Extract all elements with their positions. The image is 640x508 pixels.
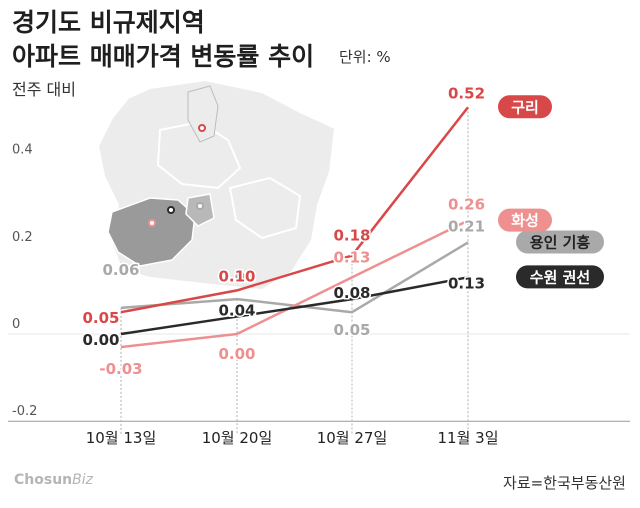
map-guri: [187, 85, 219, 143]
location-marker: [148, 219, 156, 227]
series-line-구리: [120, 106, 469, 314]
change-basis-label: 전주 대비: [12, 80, 76, 99]
location-marker: [167, 206, 175, 214]
legend-tag-label: 수원 권선: [530, 268, 590, 286]
brand-main: Chosun: [14, 472, 73, 488]
data-label: 0.18: [333, 227, 370, 245]
source-note: 자료=한국부동산원: [503, 474, 626, 492]
legend-tag-구리: [498, 95, 552, 119]
legend-tag-화성: [498, 208, 552, 232]
location-marker: [198, 124, 206, 132]
series-line-화성: [120, 219, 469, 349]
y-tick-label: 0.4: [12, 143, 33, 158]
chart-axes: -0.2 0 0.2 0.4 10월 13일 10월 20일 10월 27일 11월 3일: [8, 107, 630, 447]
title-line-2: 아파트 매매가격 변동률 추이: [12, 42, 315, 71]
legend-tag-label: 용인 기흥: [530, 233, 591, 251]
data-label: 0.13: [448, 274, 485, 292]
gyeonggi-map: [96, 78, 337, 292]
y-tick-label: 0.2: [12, 230, 33, 245]
unit-label: 단위: %: [339, 48, 391, 66]
x-tick-label: 10월 20일: [202, 429, 273, 447]
x-tick-label: 11월 3일: [438, 429, 499, 447]
title-line-1: 경기도 비규제지역: [12, 8, 205, 37]
chart-title: 경기도 비규제지역 아파트 매매가격 변동률 추이: [12, 6, 314, 74]
data-label: 0.00: [82, 331, 119, 349]
data-label: 0.05: [82, 309, 119, 327]
legend-tag-용인 기흥: [516, 230, 604, 254]
map-hwaseong: [107, 197, 196, 267]
brand-suffix: Biz: [72, 472, 93, 488]
data-label: 0.52: [448, 84, 485, 102]
chart-labels: 0.06 0.08 0.05 0.21 -0.03 0.00 0.13 0.26 0.00 0.0…: [81, 83, 487, 380]
legend-tag-label: 화성: [511, 212, 539, 230]
legend-tag-label: 구리: [511, 98, 539, 116]
y-tick-label: -0.2: [12, 404, 37, 419]
data-label: 0.21: [448, 217, 485, 235]
y-tick-label: 0: [12, 317, 20, 332]
data-label: 0.13: [333, 248, 370, 266]
data-label: 0.06: [102, 261, 139, 279]
series-line-수원 권선: [120, 276, 469, 336]
data-label: 0.00: [218, 345, 255, 363]
map-district: [228, 176, 302, 240]
brand-logo: ChosunBiz: [14, 472, 93, 488]
x-tick-label: 10월 13일: [86, 429, 157, 447]
data-label: 0.08: [333, 284, 370, 302]
x-tick-label: 10월 27일: [317, 429, 388, 447]
data-label: 0.26: [448, 196, 485, 214]
data-label: -0.03: [99, 360, 142, 378]
data-label: 0.08: [218, 268, 255, 286]
legend-tag-수원 권선: [516, 265, 604, 289]
data-label: 0.04: [218, 302, 255, 320]
location-marker: [196, 202, 204, 210]
data-label: 0.05: [333, 321, 370, 339]
data-label: 0.10: [218, 267, 255, 285]
